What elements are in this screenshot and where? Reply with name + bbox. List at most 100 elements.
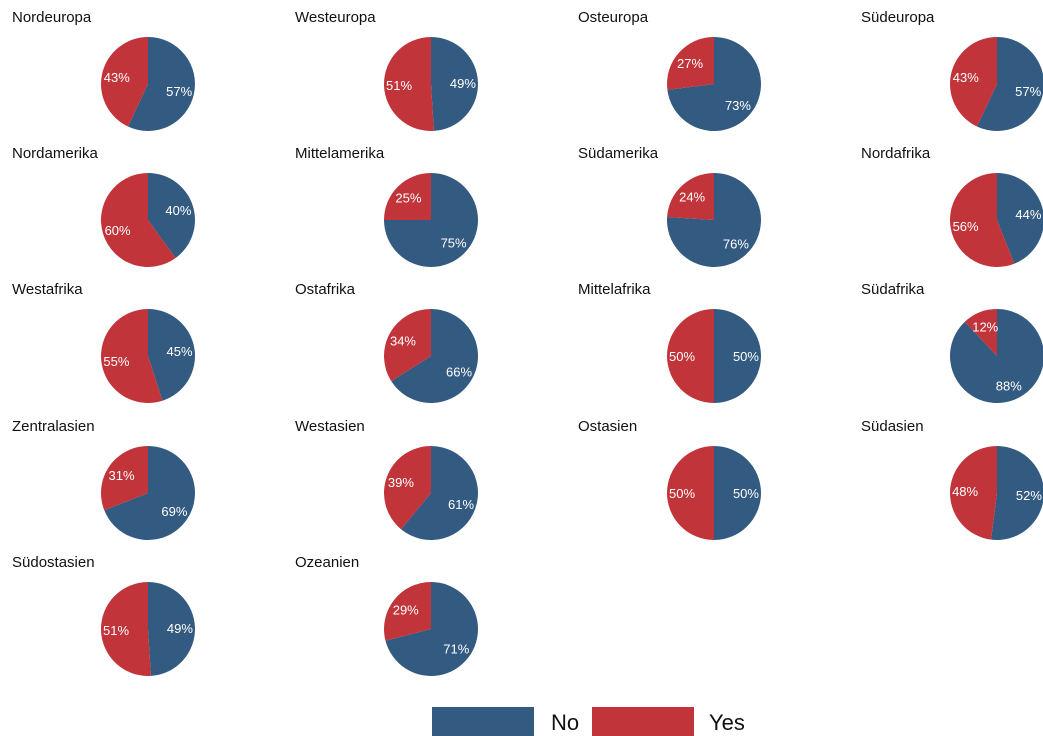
pie-slice-yes — [950, 446, 997, 540]
pie-label-yes: 51% — [386, 78, 412, 93]
pie-label-yes: 39% — [388, 475, 414, 490]
pie-label-yes: 25% — [395, 190, 421, 205]
pie-label-no: 57% — [1015, 84, 1041, 99]
panel-title: Nordeuropa — [12, 9, 92, 26]
panel-title: Mittelamerika — [295, 145, 385, 162]
pie-panel: Südasien 52% 48% — [861, 418, 1043, 540]
pie-panel: Westeuropa 49% 51% — [295, 9, 478, 132]
panel-title: Zentralasien — [12, 418, 95, 435]
pie-slice-yes — [101, 446, 148, 511]
legend: No Yes — [432, 707, 745, 736]
pie-slice-no — [991, 446, 1043, 540]
pie-label-no: 76% — [723, 236, 749, 251]
panel-title: Südostasien — [12, 554, 95, 571]
panel-title: Ostafrika — [295, 281, 356, 298]
pie-slice-no — [431, 37, 478, 131]
pie-label-no: 69% — [161, 504, 187, 519]
pie-label-yes: 56% — [953, 219, 979, 234]
pie-slice-no — [148, 582, 195, 676]
pie-panel: Westasien 61% 39% — [295, 418, 479, 540]
panel-title: Westeuropa — [295, 9, 376, 26]
pie-label-yes: 43% — [104, 70, 130, 85]
pie-label-yes: 50% — [669, 349, 695, 364]
pie-label-no: 45% — [167, 344, 193, 359]
legend-swatch-yes — [592, 707, 694, 736]
legend-swatch-no — [432, 707, 534, 736]
pie-label-yes: 27% — [677, 56, 703, 71]
pie-panel: Nordamerika 40% 60% — [12, 145, 195, 267]
pie-label-no: 57% — [166, 84, 192, 99]
pie-panel: Ostafrika 66% 34% — [295, 281, 478, 404]
pie-slice-yes — [667, 37, 714, 90]
pie-panel: Ostasien 50% 50% — [578, 418, 761, 540]
pie-slice-yes — [384, 446, 431, 530]
panel-title: Ozeanien — [295, 554, 359, 571]
pie-label-no: 75% — [441, 236, 467, 251]
pie-slice-no — [127, 37, 196, 131]
pie-label-no: 73% — [725, 98, 751, 113]
pie-label-yes: 55% — [103, 354, 129, 369]
pie-label-no: 50% — [733, 486, 759, 501]
pie-label-yes: 31% — [109, 468, 135, 483]
pie-slice-no — [391, 309, 478, 404]
pie-panel: Nordafrika 44% 56% — [861, 145, 1043, 268]
pie-slice-no — [714, 446, 761, 540]
pie-label-yes: 50% — [669, 486, 695, 501]
panel-title: Mittelafrika — [578, 281, 651, 298]
pie-slice-yes — [384, 173, 431, 220]
pie-slice-no — [148, 309, 195, 401]
pie-slice-no — [667, 37, 762, 131]
pie-slice-no — [950, 309, 1043, 403]
pie-label-no: 49% — [450, 76, 476, 91]
panel-title: Südasien — [861, 418, 924, 435]
pie-label-yes: 51% — [103, 623, 129, 638]
pie-slice-yes — [100, 582, 151, 677]
pie-label-yes: 43% — [953, 70, 979, 85]
pie-label-yes: 48% — [952, 484, 978, 499]
pie-slice-yes — [667, 173, 714, 220]
pie-label-yes: 24% — [679, 190, 705, 205]
panels: Nordeuropa 57% 43% Westeuropa 49% 51% Osteurop… — [12, 9, 1043, 677]
pie-slice-yes — [383, 37, 434, 132]
pie-label-no: 44% — [1015, 207, 1041, 222]
pie-panel: Mittelafrika 50% 50% — [578, 281, 761, 403]
pie-panel: Südeuropa 57% 43% — [861, 9, 1043, 131]
pie-label-yes: 12% — [972, 319, 998, 334]
pie-slice-yes — [950, 37, 997, 127]
pie-slice-yes — [964, 309, 997, 356]
pie-label-no: 61% — [448, 497, 474, 512]
pie-slice-yes — [384, 582, 431, 641]
pie-label-no: 88% — [996, 379, 1022, 394]
panel-title: Südafrika — [861, 281, 925, 298]
pie-slice-no — [997, 173, 1043, 264]
panel-title: Nordafrika — [861, 145, 931, 162]
pie-label-no: 49% — [167, 621, 193, 636]
panel-title: Südamerika — [578, 145, 659, 162]
pie-slice-no — [401, 446, 479, 540]
legend-label-yes: Yes — [709, 710, 745, 735]
pie-slice-no — [714, 309, 761, 403]
pie-label-yes: 29% — [393, 602, 419, 617]
pie-slice-no — [104, 446, 195, 540]
pie-slice-yes — [101, 37, 148, 127]
legend-label-no: No — [551, 710, 579, 735]
panel-title: Osteuropa — [578, 9, 649, 26]
pie-slice-yes — [100, 309, 163, 403]
pie-panel: Ozeanien 71% 29% — [295, 554, 479, 676]
pie-slice-yes — [384, 308, 431, 382]
panel-title: Nordamerika — [12, 145, 99, 162]
pie-panel: Südamerika 76% 24% — [578, 145, 762, 267]
pie-label-no: 40% — [165, 203, 191, 218]
pie-panel: Mittelamerika 75% 25% — [295, 145, 478, 267]
panel-title: Westasien — [295, 418, 365, 435]
pie-slice-no — [385, 582, 479, 676]
panel-title: Westafrika — [12, 281, 83, 298]
panel-title: Südeuropa — [861, 9, 935, 26]
pie-slice-yes — [949, 173, 1015, 268]
pie-panel: Westafrika 45% 55% — [12, 281, 195, 403]
pie-label-yes: 60% — [105, 223, 131, 238]
panel-title: Ostasien — [578, 418, 637, 435]
pie-slice-no — [976, 37, 1043, 131]
pie-label-no: 71% — [443, 642, 469, 657]
